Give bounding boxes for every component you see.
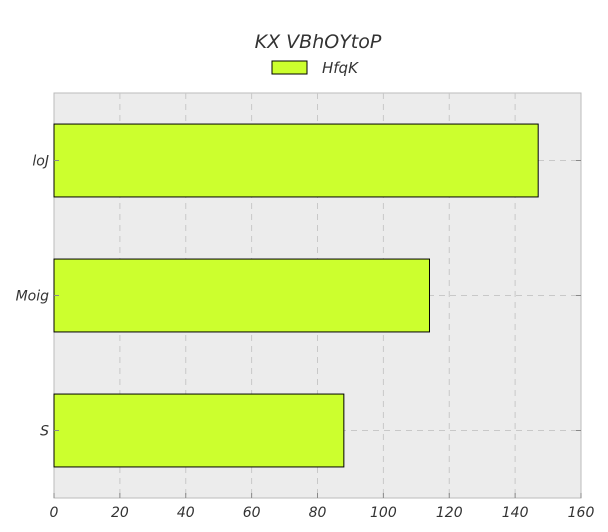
bar: [53, 258, 430, 333]
x-tick-label: 140: [502, 505, 529, 521]
x-tick-label: 20: [111, 505, 129, 521]
x-tick-label: 40: [177, 505, 195, 521]
bar: [53, 393, 345, 468]
y-tick-label: loJ: [32, 154, 49, 170]
bar: [53, 123, 539, 198]
bars: [53, 123, 539, 468]
x-tick-label: 60: [243, 505, 261, 521]
legend-label: HfqK: [322, 59, 359, 77]
legend: HfqK: [271, 59, 359, 77]
x-tick-label: 0: [50, 505, 59, 521]
x-tick-label: 100: [370, 505, 397, 521]
x-tick-label: 80: [309, 505, 327, 521]
y-tick-label: S: [40, 424, 49, 440]
y-tick-label: Moig: [16, 289, 50, 305]
chart-title: KX VBhOYtoP: [255, 31, 382, 53]
x-tick-label: 160: [568, 505, 595, 521]
x-tick-label: 120: [436, 505, 463, 521]
legend-swatch: [271, 60, 308, 75]
axes: 0 20 40 60 80 100 120 140 160 loJ Moig S: [16, 154, 595, 522]
